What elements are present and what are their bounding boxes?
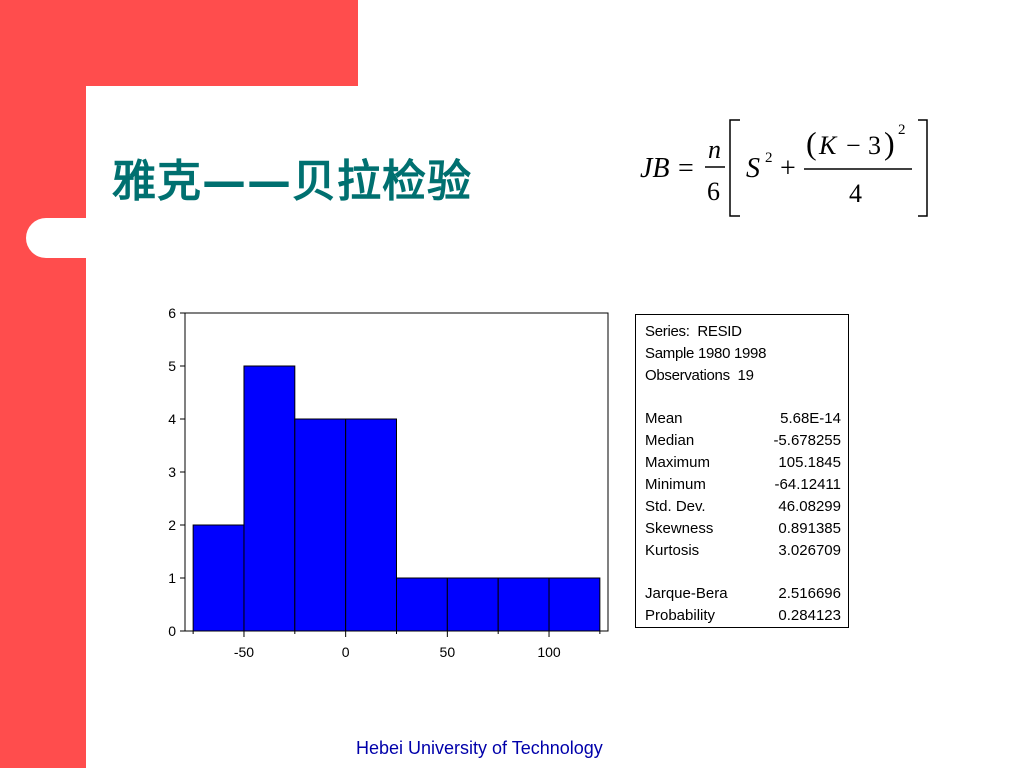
stat-row-kurtosis: Kurtosis 3.026709 (645, 540, 848, 562)
histogram-bars (192, 365, 601, 632)
stat-value: 2.516696 (778, 585, 841, 602)
x-tick-label: 50 (440, 644, 456, 660)
stat-label: Minimum (645, 476, 706, 493)
stat-label: Probability (645, 607, 716, 624)
formula-four: 4 (849, 179, 862, 208)
histogram-bar-5 (396, 577, 448, 632)
y-tick-label: 3 (168, 464, 176, 480)
stat-row-mean: Mean 5.68E-14 (645, 408, 848, 430)
stat-value: 0.891385 (778, 520, 841, 537)
observations-line: Observations 19 (645, 365, 848, 387)
stats-panel: Series: RESID Sample 1980 1998 Observati… (635, 314, 849, 628)
histogram-bar-4 (345, 418, 398, 632)
formula-three: 3 (868, 131, 881, 160)
stat-label: Kurtosis (645, 542, 700, 559)
series-line: Series: RESID (645, 321, 848, 343)
x-axis: -50 0 50 100 (192, 631, 601, 660)
stat-value: 0.284123 (778, 607, 841, 624)
y-tick-label: 2 (168, 517, 176, 533)
stat-value: -5.678255 (773, 432, 841, 449)
x-tick-label: 0 (342, 644, 350, 660)
y-tick-label: 1 (168, 570, 176, 586)
stat-label: Median (645, 432, 695, 449)
sample-label: Sample (645, 345, 695, 362)
stat-label: Maximum (645, 454, 711, 471)
formula-jb: JB (640, 153, 670, 184)
observations-label: Observations (645, 367, 730, 384)
stat-value: 5.68E-14 (780, 410, 841, 427)
stat-label: Std. Dev. (645, 498, 706, 515)
formula-s: S (746, 153, 760, 184)
stat-label: Skewness (645, 520, 714, 537)
formula-right-bracket (918, 119, 928, 217)
stat-row-median: Median -5.678255 (645, 430, 848, 452)
formula-open-paren: ( (806, 125, 817, 161)
formula-s-exponent: 2 (765, 150, 773, 166)
formula-equals: = (678, 153, 694, 184)
content-panel (86, 86, 1024, 768)
stat-row-minimum: Minimum -64.12411 (645, 474, 848, 496)
y-axis: 0 1 2 3 4 5 6 (168, 305, 185, 639)
histogram-bar-3 (294, 418, 347, 632)
red-top-band (0, 0, 358, 86)
stat-row-skewness: Skewness 0.891385 (645, 518, 848, 540)
stat-value: 3.026709 (778, 542, 841, 559)
histogram-bar-7 (497, 577, 550, 632)
histogram-bar-6 (446, 577, 499, 632)
stat-value: 105.1845 (778, 454, 841, 471)
formula-minus: − (846, 131, 861, 160)
series-label: Series: (645, 323, 690, 340)
stat-label: Mean (645, 410, 683, 427)
stat-row-std-dev: Std. Dev. 46.08299 (645, 496, 848, 518)
y-tick-label: 5 (168, 358, 176, 374)
formula-k: K (818, 131, 838, 160)
stat-value: 46.08299 (778, 498, 841, 515)
histogram-bar-1 (192, 524, 245, 632)
stat-label: Jarque-Bera (645, 585, 728, 602)
stat-row-maximum: Maximum 105.1845 (645, 452, 848, 474)
formula-n: n (708, 135, 721, 164)
formula-six: 6 (707, 177, 720, 206)
histogram-bar-8 (548, 577, 601, 632)
sample-line: Sample 1980 1998 (645, 343, 848, 365)
slide-title: 雅克——贝拉检验 (112, 156, 472, 207)
stat-row-probability: Probability 0.284123 (645, 605, 848, 627)
y-tick-label: 6 (168, 305, 176, 321)
red-side-band (0, 0, 86, 768)
formula-left-bracket (729, 119, 740, 217)
jarque-bera-formula: JB = n 6 S 2 + ( K − 3 ) 2 4 (640, 119, 928, 217)
x-tick-label: 100 (537, 644, 561, 660)
series-value: RESID (697, 323, 742, 340)
formula-k-exponent: 2 (898, 122, 906, 138)
decorative-pill (26, 218, 146, 258)
stat-row-jarque-bera: Jarque-Bera 2.516696 (645, 583, 848, 605)
footer-institution: Hebei University of Technology (356, 738, 603, 758)
residual-histogram: 0 1 2 3 4 5 6 -50 0 50 100 (168, 305, 609, 660)
formula-plus: + (780, 153, 796, 184)
y-tick-label: 0 (168, 623, 176, 639)
sample-value: 1980 1998 (697, 345, 767, 362)
observations-value: 19 (737, 367, 754, 384)
stat-value: -64.12411 (774, 476, 841, 493)
formula-close-paren: ) (884, 125, 895, 161)
x-tick-label: -50 (234, 644, 254, 660)
histogram-bar-2 (243, 365, 296, 632)
y-tick-label: 4 (168, 411, 176, 427)
